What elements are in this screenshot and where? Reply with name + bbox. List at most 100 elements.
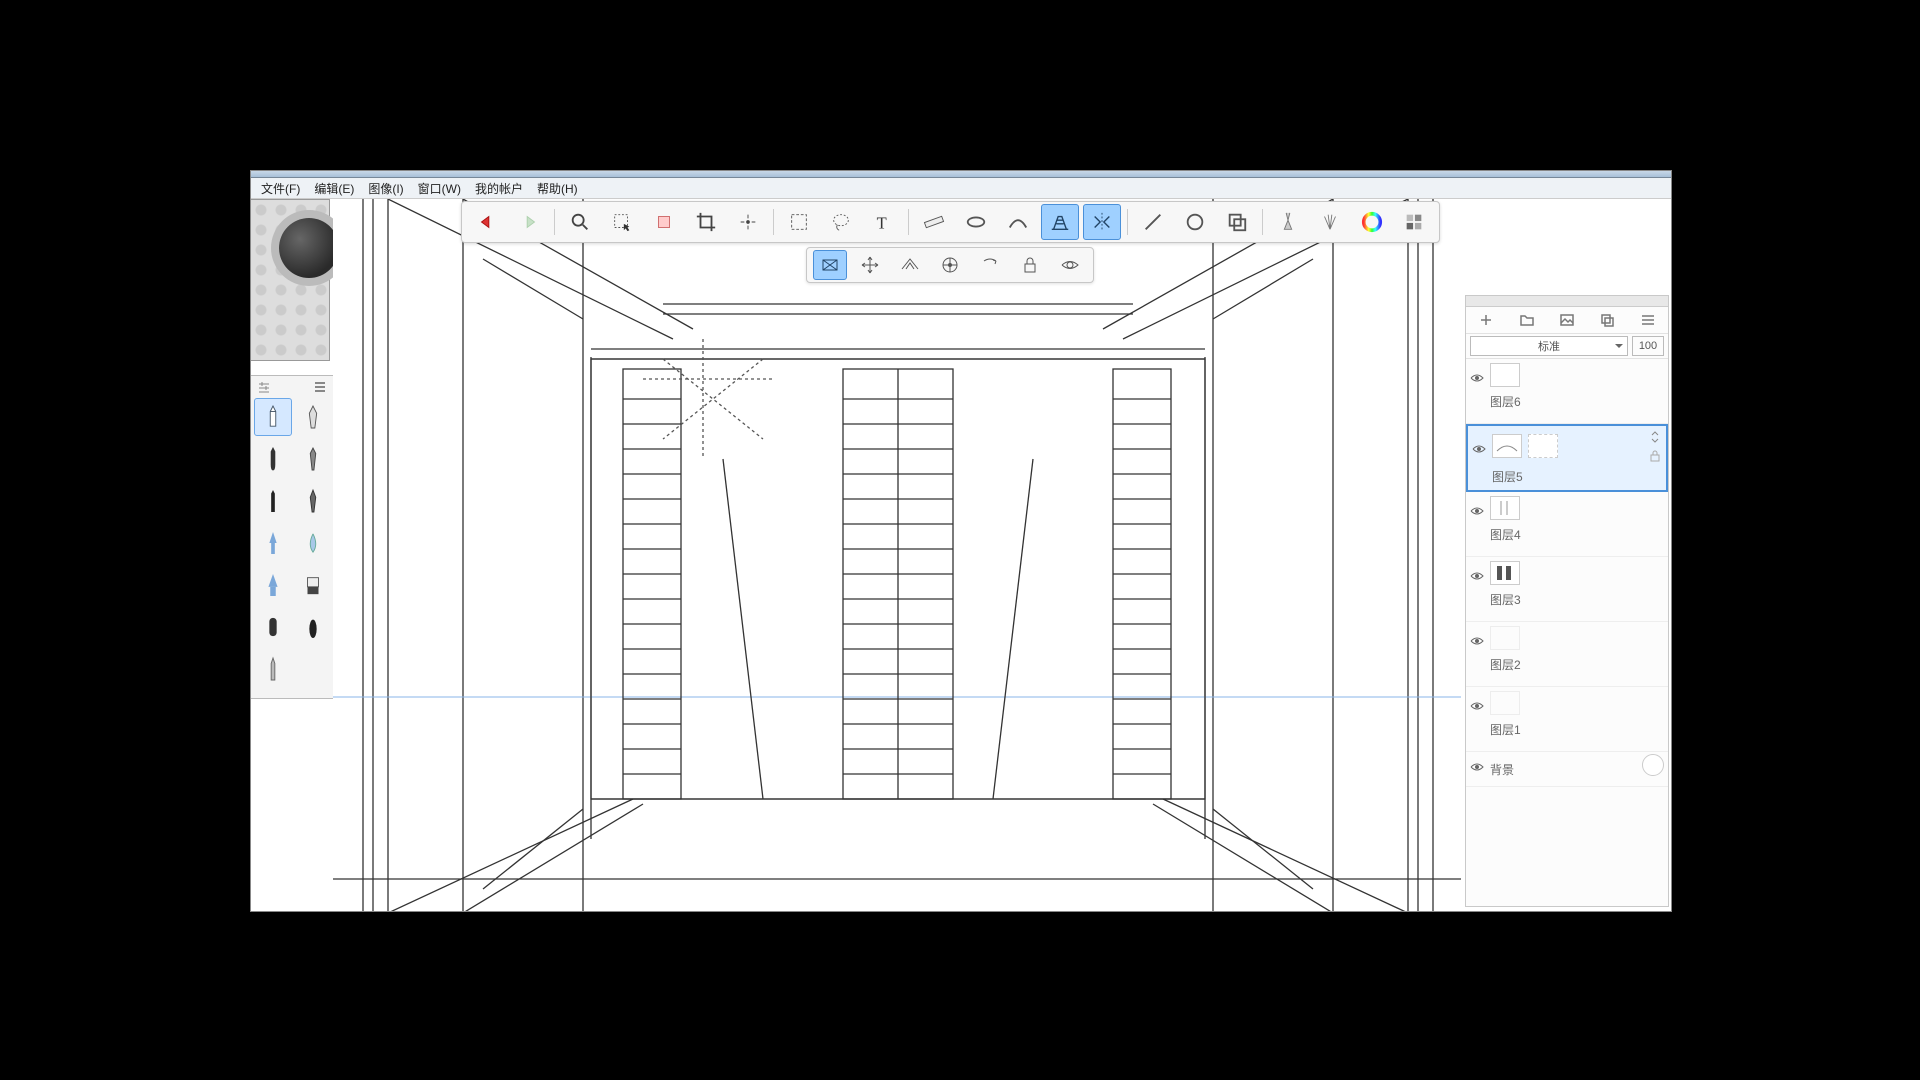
text-button[interactable]: T	[864, 204, 902, 240]
bg-color-thumb[interactable]	[1642, 754, 1664, 776]
menu-icon[interactable]	[1640, 312, 1656, 328]
tool-marker-2[interactable]	[254, 566, 292, 604]
layer-name: 图层5	[1492, 468, 1523, 485]
colorwheel-button[interactable]	[1353, 204, 1391, 240]
opacity-field[interactable]: 100	[1632, 336, 1664, 356]
app-window: 文件(F) 编辑(E) 图像(I) 窗口(W) 我的帐户 帮助(H)	[250, 170, 1672, 912]
layer-name: 图层1	[1490, 721, 1521, 738]
symmetry-button[interactable]	[1083, 204, 1121, 240]
tool-pen[interactable]	[294, 398, 332, 436]
list-icon[interactable]	[313, 380, 327, 394]
fan-button[interactable]	[1311, 204, 1349, 240]
tool-blob[interactable]	[294, 608, 332, 646]
duplicate-icon[interactable]	[1599, 312, 1615, 328]
redo-button[interactable]	[510, 204, 548, 240]
perspective-button[interactable]	[1041, 204, 1079, 240]
menu-image[interactable]: 图像(I)	[362, 178, 409, 199]
persp-visibility-button[interactable]	[1053, 250, 1087, 280]
visibility-icon[interactable]	[1470, 760, 1484, 774]
tool-empty	[294, 650, 332, 688]
blend-row: 标准 100	[1466, 334, 1668, 359]
visibility-icon[interactable]	[1470, 634, 1484, 648]
persp-1pt-button[interactable]	[813, 250, 847, 280]
color-puck[interactable]	[251, 199, 330, 361]
select-button[interactable]	[603, 204, 641, 240]
copic-button[interactable]	[1395, 204, 1433, 240]
visibility-icon[interactable]	[1470, 569, 1484, 583]
layer-2[interactable]: 图层2	[1466, 622, 1668, 687]
persp-lock-button[interactable]	[1013, 250, 1047, 280]
fill-button[interactable]	[645, 204, 683, 240]
image-icon[interactable]	[1559, 312, 1575, 328]
tool-brush-2[interactable]	[294, 440, 332, 478]
menu-file[interactable]: 文件(F)	[255, 178, 306, 199]
layer-4[interactable]: 图层4	[1466, 492, 1668, 557]
menu-window[interactable]: 窗口(W)	[412, 178, 467, 199]
brush-toolbox	[251, 375, 334, 699]
tool-smudge[interactable]	[254, 608, 292, 646]
brush-preset-button[interactable]	[1269, 204, 1307, 240]
visibility-icon[interactable]	[1470, 699, 1484, 713]
ruler-button[interactable]	[915, 204, 953, 240]
tool-brush-3[interactable]	[254, 482, 292, 520]
layer-list: 图层6 图层5	[1466, 359, 1668, 906]
workspace: T	[251, 199, 1671, 911]
persp-flip-button[interactable]	[973, 250, 1007, 280]
blend-mode-select[interactable]: 标准	[1470, 336, 1628, 356]
visibility-icon[interactable]	[1470, 371, 1484, 385]
toolbox-header	[253, 380, 331, 398]
undo-button[interactable]	[468, 204, 506, 240]
zoom-button[interactable]	[561, 204, 599, 240]
menu-help[interactable]: 帮助(H)	[531, 178, 584, 199]
tool-water[interactable]	[294, 524, 332, 562]
canvas-drawing	[333, 199, 1461, 911]
layers-caption[interactable]	[1466, 296, 1668, 307]
menubar: 文件(F) 编辑(E) 图像(I) 窗口(W) 我的帐户 帮助(H)	[251, 178, 1671, 199]
color-ball[interactable]	[279, 218, 339, 278]
persp-3pt-button[interactable]	[933, 250, 967, 280]
layer-6[interactable]: 图层6	[1466, 359, 1668, 424]
tool-brush-4[interactable]	[294, 482, 332, 520]
layer-thumb	[1490, 626, 1520, 650]
slider-icon[interactable]	[257, 380, 271, 394]
tool-eraser[interactable]	[294, 566, 332, 604]
folder-icon[interactable]	[1519, 312, 1535, 328]
persp-2pt-button[interactable]	[893, 250, 927, 280]
transform-button[interactable]	[729, 204, 767, 240]
layers-panel: 标准 100 图层6	[1465, 295, 1669, 907]
rect-select-button[interactable]	[780, 204, 818, 240]
lasso-button[interactable]	[822, 204, 860, 240]
layer-thumb	[1492, 434, 1522, 458]
tool-special[interactable]	[254, 650, 292, 688]
tool-brush-1[interactable]	[254, 440, 292, 478]
sub-toolbar	[806, 247, 1094, 283]
layer-thumb	[1490, 496, 1520, 520]
ellipse-ruler-button[interactable]	[957, 204, 995, 240]
layer-1[interactable]: 图层1	[1466, 687, 1668, 752]
main-toolbar: T	[461, 201, 1440, 243]
crop-button[interactable]	[687, 204, 725, 240]
curve-ruler-button[interactable]	[999, 204, 1037, 240]
menu-account[interactable]: 我的帐户	[469, 178, 529, 199]
layer-bg[interactable]: 背景	[1466, 752, 1668, 787]
tool-marker-1[interactable]	[254, 524, 292, 562]
layer-name: 图层6	[1490, 393, 1521, 410]
persp-move-button[interactable]	[853, 250, 887, 280]
visibility-icon[interactable]	[1470, 504, 1484, 518]
poly-button[interactable]	[1218, 204, 1256, 240]
layer-thumb	[1490, 363, 1520, 387]
line-button[interactable]	[1134, 204, 1172, 240]
layers-iconrow	[1466, 307, 1668, 334]
canvas[interactable]	[333, 199, 1461, 911]
circle-button[interactable]	[1176, 204, 1214, 240]
layer-name: 图层3	[1490, 591, 1521, 608]
menu-edit[interactable]: 编辑(E)	[308, 178, 360, 199]
layer-thumb	[1490, 561, 1520, 585]
add-layer-icon[interactable]	[1478, 312, 1494, 328]
layer-3[interactable]: 图层3	[1466, 557, 1668, 622]
tool-pencil[interactable]	[254, 398, 292, 436]
stepper-icon[interactable]	[1648, 430, 1662, 444]
lock-icon[interactable]	[1648, 448, 1662, 462]
layer-5[interactable]: 图层5	[1466, 424, 1668, 492]
visibility-icon[interactable]	[1472, 442, 1486, 456]
